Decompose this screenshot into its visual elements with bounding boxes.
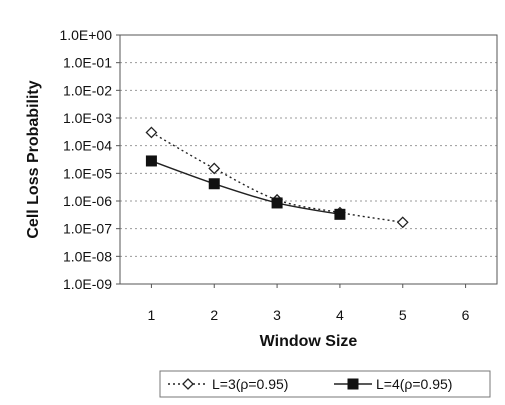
series-2: [145, 155, 346, 220]
series-2-point: [271, 197, 283, 209]
y-tick-label: 1.0E-03: [63, 110, 112, 126]
x-tick-label: 5: [399, 307, 407, 323]
series-1-point: [145, 126, 158, 139]
y-tick-label: 1.0E-02: [63, 82, 112, 98]
series-2-line: [151, 160, 341, 216]
y-tick-label: 1.0E-04: [63, 138, 112, 154]
series-2-point: [334, 208, 346, 220]
y-tick-label: 1.0E-05: [63, 165, 112, 181]
y-tick-label: 1.0E-08: [63, 248, 112, 264]
legend-box: [159, 370, 491, 398]
x-tick-label: 6: [462, 307, 470, 323]
x-tick-label: 1: [148, 307, 156, 323]
y-tick-label: 1.0E+00: [59, 27, 112, 43]
series-2-point: [145, 155, 157, 167]
y-tick-label: 1.0E-09: [63, 276, 112, 292]
y-tick-label: 1.0E-06: [63, 193, 112, 209]
grid-lines: [120, 62, 497, 257]
series-1-point: [396, 216, 409, 229]
plot-area-frame: [119, 34, 498, 285]
legend: L=3(ρ=0.95) L=4(ρ=0.95): [159, 370, 491, 398]
y-tick-label: 1.0E-07: [63, 221, 112, 237]
y-axis-title: Cell Loss Probability: [25, 80, 42, 238]
axis-ticks: 1.0E+00 1.0E-01 1.0E-02 1.0E-03 1.0E-04 1.0E-…: [59, 27, 469, 323]
x-tick-label: 3: [273, 307, 281, 323]
series-1-point: [208, 162, 221, 175]
legend-label-2: L=4(ρ=0.95): [376, 376, 452, 392]
series-layer: [145, 126, 409, 229]
x-axis-title: Window Size: [260, 333, 358, 350]
x-tick-label: 4: [336, 307, 344, 323]
x-tick-label: 2: [210, 307, 218, 323]
y-tick-label: 1.0E-01: [63, 55, 112, 71]
series-1: [145, 126, 409, 229]
legend-label-1: L=3(ρ=0.95): [212, 376, 288, 392]
legend-marker-1: [182, 378, 194, 390]
legend-marker-2: [347, 378, 359, 390]
series-2-point: [208, 178, 220, 190]
